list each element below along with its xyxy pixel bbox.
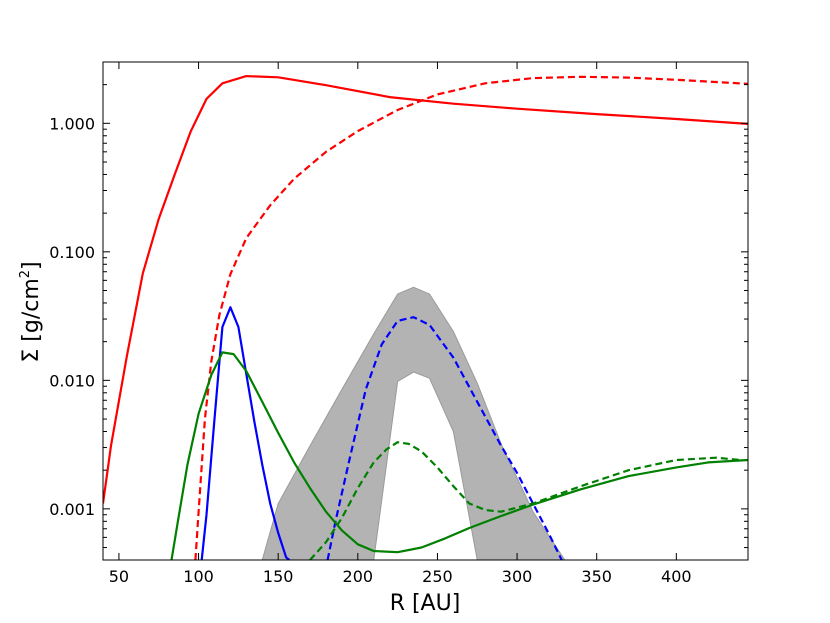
x-tick-label: 200: [343, 567, 374, 586]
y-axis-title-end: ]: [19, 261, 44, 270]
x-tick-label: 400: [661, 567, 692, 586]
y-axis-title-main: Σ [g/cm: [19, 278, 44, 362]
x-tick-label: 50: [109, 567, 129, 586]
plot-frame: [102, 61, 749, 561]
y-tick-label: 0.001: [49, 500, 95, 519]
uncertainty-band: [261, 286, 566, 560]
x-tick-label: 150: [263, 567, 294, 586]
series-line-5: [170, 351, 748, 560]
series-line-1: [103, 75, 748, 504]
y-tick-label: 0.010: [49, 371, 95, 390]
y-axis-title-sup: 2: [18, 270, 33, 278]
x-tick-label: 250: [422, 567, 453, 586]
series-line-3: [200, 306, 291, 560]
x-axis-title: R [AU]: [390, 591, 461, 616]
series-line-2: [194, 75, 748, 560]
x-tick-label: 300: [502, 567, 533, 586]
y-axis-title: Σ [g/cm2]: [18, 261, 44, 362]
y-tick-label: 0.100: [49, 243, 95, 262]
x-tick-label: 350: [581, 567, 612, 586]
x-tick-label: 100: [183, 567, 214, 586]
y-tick-label: 1.000: [49, 114, 95, 133]
series-line-6: [309, 441, 741, 560]
